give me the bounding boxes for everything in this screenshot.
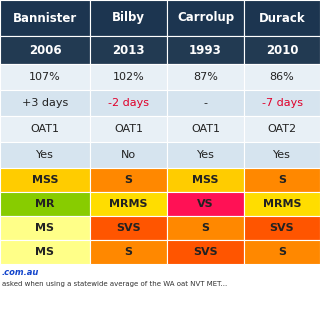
- Text: 2010: 2010: [266, 44, 298, 57]
- Text: S: S: [278, 175, 286, 185]
- Text: 87%: 87%: [193, 72, 218, 82]
- Text: No: No: [121, 150, 136, 160]
- Text: Carrolup: Carrolup: [177, 12, 234, 25]
- Text: MRMS: MRMS: [263, 199, 301, 209]
- Text: .com.au: .com.au: [2, 268, 39, 277]
- Text: -: -: [204, 98, 207, 108]
- Text: 2006: 2006: [29, 44, 61, 57]
- Bar: [90, 64, 167, 90]
- Text: 86%: 86%: [270, 72, 294, 82]
- Text: asked when using a statewide average of the WA oat NVT MET...: asked when using a statewide average of …: [2, 281, 227, 287]
- Bar: [90, 36, 167, 64]
- Bar: [244, 142, 320, 168]
- Text: Bannister: Bannister: [13, 12, 77, 25]
- Bar: [90, 116, 167, 142]
- Text: S: S: [202, 223, 210, 233]
- Text: SVS: SVS: [270, 223, 294, 233]
- Text: Bilby: Bilby: [112, 12, 145, 25]
- Text: S: S: [278, 247, 286, 257]
- Bar: [90, 0, 167, 36]
- Text: +3 days: +3 days: [22, 98, 68, 108]
- Text: MRMS: MRMS: [109, 199, 148, 209]
- Bar: [90, 142, 167, 168]
- Bar: [0, 216, 90, 240]
- Bar: [167, 116, 244, 142]
- Bar: [244, 192, 320, 216]
- Text: S: S: [124, 175, 132, 185]
- Text: MSS: MSS: [192, 175, 219, 185]
- Text: -7 days: -7 days: [261, 98, 302, 108]
- Bar: [0, 64, 90, 90]
- Text: OAT1: OAT1: [114, 124, 143, 134]
- Bar: [167, 168, 244, 192]
- Text: MSS: MSS: [32, 175, 58, 185]
- Text: OAT1: OAT1: [191, 124, 220, 134]
- Bar: [0, 36, 90, 64]
- Bar: [0, 142, 90, 168]
- Text: S: S: [124, 247, 132, 257]
- Bar: [90, 90, 167, 116]
- Bar: [167, 240, 244, 264]
- Text: Yes: Yes: [36, 150, 54, 160]
- Text: MS: MS: [36, 247, 54, 257]
- Bar: [167, 0, 244, 36]
- Bar: [167, 64, 244, 90]
- Text: OAT2: OAT2: [268, 124, 297, 134]
- Text: VS: VS: [197, 199, 214, 209]
- Text: -2 days: -2 days: [108, 98, 149, 108]
- Text: OAT1: OAT1: [30, 124, 60, 134]
- Text: 2013: 2013: [112, 44, 145, 57]
- Text: SVS: SVS: [193, 247, 218, 257]
- Text: 1993: 1993: [189, 44, 222, 57]
- Bar: [244, 0, 320, 36]
- Bar: [90, 168, 167, 192]
- Bar: [244, 216, 320, 240]
- Text: MR: MR: [35, 199, 55, 209]
- Text: 107%: 107%: [29, 72, 61, 82]
- Bar: [244, 116, 320, 142]
- Bar: [0, 240, 90, 264]
- Bar: [90, 192, 167, 216]
- Bar: [244, 64, 320, 90]
- Bar: [167, 36, 244, 64]
- Bar: [90, 240, 167, 264]
- Text: Yes: Yes: [196, 150, 214, 160]
- Bar: [244, 168, 320, 192]
- Text: 102%: 102%: [113, 72, 144, 82]
- Bar: [0, 116, 90, 142]
- Bar: [0, 192, 90, 216]
- Bar: [90, 216, 167, 240]
- Bar: [0, 90, 90, 116]
- Text: MS: MS: [36, 223, 54, 233]
- Text: Yes: Yes: [273, 150, 291, 160]
- Bar: [167, 192, 244, 216]
- Bar: [0, 168, 90, 192]
- Bar: [244, 240, 320, 264]
- Bar: [0, 0, 90, 36]
- Bar: [167, 216, 244, 240]
- Bar: [244, 90, 320, 116]
- Bar: [167, 142, 244, 168]
- Bar: [244, 36, 320, 64]
- Text: SVS: SVS: [116, 223, 141, 233]
- Bar: [167, 90, 244, 116]
- Text: Durack: Durack: [259, 12, 305, 25]
